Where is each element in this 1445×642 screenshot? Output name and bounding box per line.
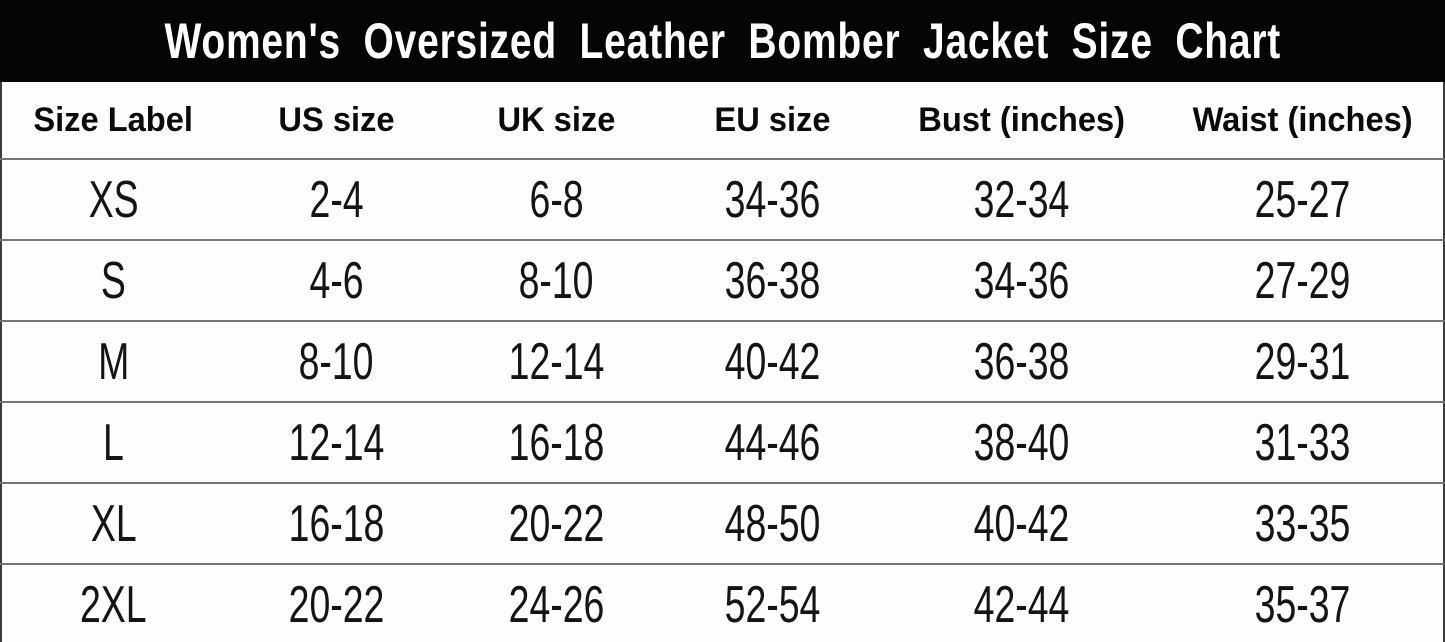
table-cell: 34-36 [664, 158, 882, 240]
table-cell: 2XL [1, 563, 225, 642]
table-row-s: S 4-6 8-10 36-38 34-36 27-29 [1, 239, 1444, 321]
table-cell: 24-26 [448, 563, 665, 642]
table-header: Size Label US size UK size EU size Bust … [1, 82, 1444, 159]
table-cell: M [1, 320, 225, 402]
table-cell: 35-37 [1162, 563, 1444, 642]
table-body: XS 2-4 6-8 34-36 32-34 25-27 S 4-6 8-10 … [1, 158, 1444, 642]
column-header-us-size: US size [278, 100, 395, 139]
table-cell: 20-22 [448, 482, 665, 564]
table-cell: 12-14 [448, 320, 665, 402]
table-cell: 8-10 [224, 320, 449, 402]
table-row-l: L 12-14 16-18 44-46 38-40 31-33 [1, 401, 1444, 483]
table-row-m: M 8-10 12-14 40-42 36-38 29-31 [1, 320, 1444, 402]
table-cell: XS [1, 158, 225, 240]
table-cell: 31-33 [1162, 401, 1444, 483]
table-cell: 40-42 [664, 320, 882, 402]
column-header-bust: Bust (inches) [918, 100, 1126, 139]
table-cell: 2-4 [224, 158, 449, 240]
table-cell: 32-34 [881, 158, 1163, 240]
column-header-waist: Waist (inches) [1192, 100, 1413, 139]
table-cell: XL [1, 482, 225, 564]
table-cell: 12-14 [224, 401, 449, 483]
column-header-uk-size: UK size [497, 100, 616, 139]
table-cell: 36-38 [881, 320, 1163, 402]
table-row-2xl: 2XL 20-22 24-26 52-54 42-44 35-37 [1, 563, 1444, 642]
table-cell: S [1, 239, 225, 321]
table-cell: 40-42 [881, 482, 1163, 564]
table-cell: L [1, 401, 225, 483]
table-cell: 20-22 [224, 563, 449, 642]
table-cell: 16-18 [448, 401, 665, 483]
table-cell: 42-44 [881, 563, 1163, 642]
table-row-xs: XS 2-4 6-8 34-36 32-34 25-27 [1, 158, 1444, 240]
table-cell: 34-36 [881, 239, 1163, 321]
size-chart-table: Size Label US size UK size EU size Bust … [0, 82, 1445, 642]
table-cell: 44-46 [664, 401, 882, 483]
header-row: Size Label US size UK size EU size Bust … [1, 82, 1444, 159]
table-cell: 16-18 [224, 482, 449, 564]
table-cell: 8-10 [448, 239, 665, 321]
table-cell: 33-35 [1162, 482, 1444, 564]
table-cell: 29-31 [1162, 320, 1444, 402]
column-header-eu-size: EU size [714, 100, 832, 139]
table-cell: 48-50 [664, 482, 882, 564]
table-cell: 52-54 [664, 563, 882, 642]
table-cell: 36-38 [664, 239, 882, 321]
table-cell: 4-6 [224, 239, 449, 321]
table-cell: 38-40 [881, 401, 1163, 483]
chart-title: Women's Oversized Leather Bomber Jacket … [164, 13, 1281, 69]
table-cell: 6-8 [448, 158, 665, 240]
column-header-size-label: Size Label [33, 100, 194, 139]
table-cell: 25-27 [1162, 158, 1444, 240]
table-row-xl: XL 16-18 20-22 48-50 40-42 33-35 [1, 482, 1444, 564]
title-banner: Women's Oversized Leather Bomber Jacket … [0, 0, 1445, 82]
table-cell: 27-29 [1162, 239, 1444, 321]
